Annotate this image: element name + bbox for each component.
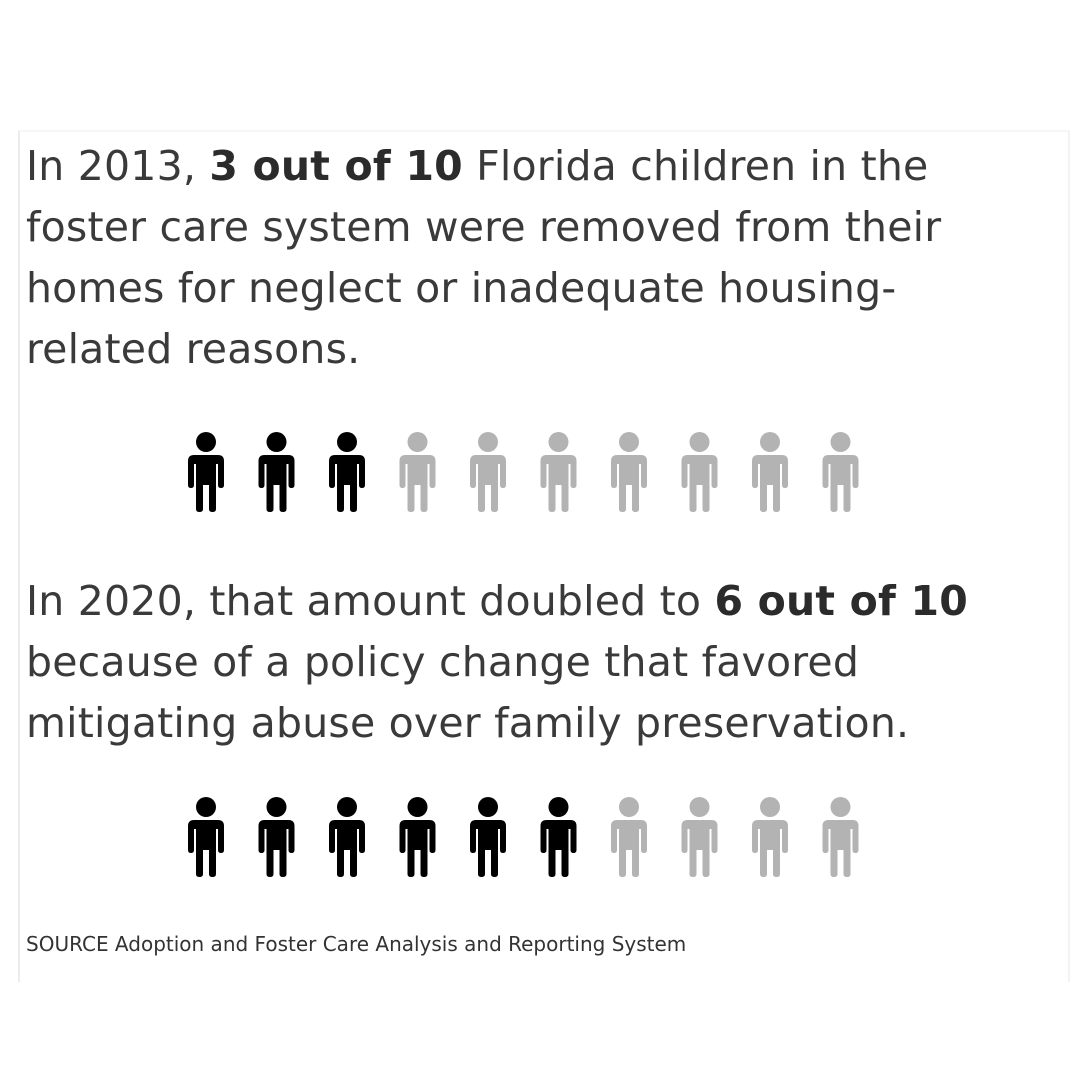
person-head	[760, 797, 780, 817]
statement-2013-line2: foster care system were removed from the…	[26, 203, 942, 251]
person-body	[752, 455, 788, 512]
person-icon-muted	[470, 432, 506, 512]
person-icon-highlighted	[188, 432, 224, 512]
person-head	[407, 432, 428, 452]
person-body	[540, 455, 577, 512]
statement-2013-line1-pre: In 2013,	[26, 142, 210, 190]
person-body	[399, 455, 436, 512]
person-icon-muted	[752, 432, 788, 512]
person-head	[337, 797, 357, 817]
person-icon-muted	[822, 797, 859, 877]
pictogram-svg-2020	[188, 797, 859, 877]
person-body	[822, 455, 859, 512]
statement-2013-line4: related reasons.	[26, 325, 361, 373]
person-icon-muted	[681, 432, 718, 512]
statement-2020-line2: because of a policy change that favored	[26, 638, 860, 686]
person-head	[619, 797, 639, 817]
pictogram-2020	[20, 792, 1072, 882]
person-body	[258, 455, 295, 512]
person-head	[548, 432, 569, 452]
person-icon-muted	[752, 797, 788, 877]
person-head	[548, 797, 569, 817]
person-body	[470, 455, 506, 512]
person-head	[407, 797, 428, 817]
person-body	[540, 820, 577, 877]
person-icon-highlighted	[470, 797, 506, 877]
person-head	[760, 432, 780, 452]
pictogram-2013	[20, 427, 1072, 517]
person-head	[689, 797, 710, 817]
person-icon-muted	[399, 432, 436, 512]
statement-2020: In 2020, that amount doubled to 6 out of…	[26, 571, 968, 754]
person-head	[196, 797, 216, 817]
person-icon-highlighted	[188, 797, 224, 877]
person-head	[196, 432, 216, 452]
person-body	[681, 820, 718, 877]
person-icon-highlighted	[399, 797, 436, 877]
person-head	[830, 797, 851, 817]
person-icon-muted	[611, 797, 647, 877]
person-head	[478, 797, 498, 817]
person-body	[611, 820, 647, 877]
person-body	[188, 820, 224, 877]
statement-2013-line3: homes for neglect or inadequate housing-	[26, 264, 897, 312]
statement-2020-highlight: 6 out of 10	[714, 577, 969, 625]
source-note: SOURCE Adoption and Foster Care Analysis…	[26, 932, 687, 956]
person-icon-muted	[681, 797, 718, 877]
statement-2013: In 2013, 3 out of 10 Florida children in…	[26, 136, 941, 380]
person-body	[188, 455, 224, 512]
person-head	[337, 432, 357, 452]
person-body	[399, 820, 436, 877]
person-head	[619, 432, 639, 452]
statement-2020-line1-pre: In 2020, that amount doubled to	[26, 577, 715, 625]
person-body	[822, 820, 859, 877]
person-head	[266, 797, 287, 817]
pictogram-svg-2013	[188, 432, 859, 512]
person-icon-highlighted	[329, 432, 365, 512]
person-body	[611, 455, 647, 512]
person-icon-muted	[540, 432, 577, 512]
person-icon-highlighted	[329, 797, 365, 877]
person-head	[478, 432, 498, 452]
person-body	[470, 820, 506, 877]
person-icon-muted	[611, 432, 647, 512]
statement-2013-highlight: 3 out of 10	[209, 142, 463, 190]
person-icon-muted	[822, 432, 859, 512]
person-body	[752, 820, 788, 877]
person-head	[689, 432, 710, 452]
person-body	[329, 820, 365, 877]
person-icon-highlighted	[258, 432, 295, 512]
person-icon-highlighted	[540, 797, 577, 877]
person-head	[830, 432, 851, 452]
person-body	[258, 820, 295, 877]
person-icon-highlighted	[258, 797, 295, 877]
statement-2013-line1-post: Florida children in the	[462, 142, 929, 190]
person-body	[329, 455, 365, 512]
person-body	[681, 455, 718, 512]
infographic-card: In 2013, 3 out of 10 Florida children in…	[18, 130, 1070, 982]
statement-2020-line3: mitigating abuse over family preservatio…	[26, 699, 910, 747]
person-head	[266, 432, 287, 452]
